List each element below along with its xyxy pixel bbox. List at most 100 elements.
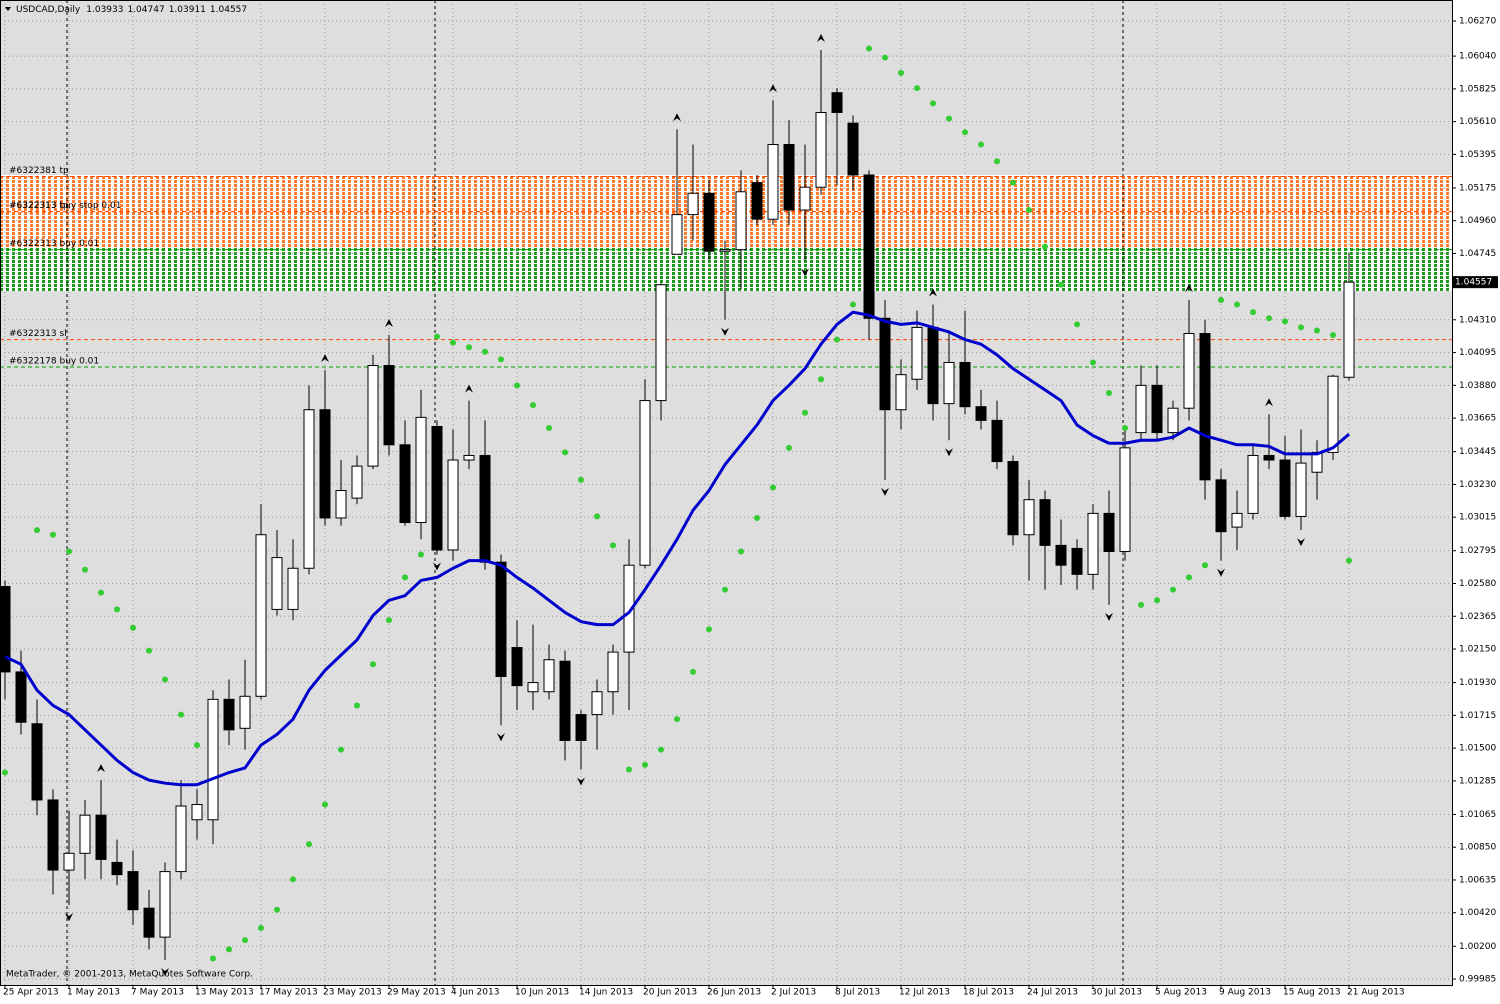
candle-body [1183,333,1195,409]
y-tick-label: 1.04310 [1459,315,1496,325]
candle-body [527,682,539,693]
candle-body [143,907,155,938]
candle-body [1087,512,1099,575]
sar-dot [130,624,136,631]
candle-body [927,326,939,405]
fractal-down [497,733,505,742]
fractal-up [769,84,777,93]
y-tick-label: 1.05175 [1459,183,1496,193]
plot-frame [0,0,1453,986]
sar-dot [770,484,776,491]
sar-dot [306,841,312,848]
candle-body [79,814,91,854]
candle-body [607,651,619,693]
x-tick-label: 9 Aug 2013 [1219,988,1271,998]
candle-body [463,454,475,461]
candle-body [879,317,891,411]
candle-body [1167,407,1179,434]
candle-body [863,174,875,319]
candle-body [1071,547,1083,575]
candle-body [351,465,363,499]
candle-body [1055,544,1067,566]
candle-body [383,365,395,446]
candle-body [223,698,235,731]
candle-body [1007,461,1019,536]
candle-body [735,191,747,251]
sar-dot [162,676,168,683]
sar-dot [674,716,680,723]
x-tick-label: 30 Jul 2013 [1091,988,1142,998]
candle-body [431,425,443,551]
sar-dot [450,339,456,346]
y-tick-label: 1.03880 [1459,381,1496,391]
candle-body [639,400,651,566]
candle-body [319,409,331,519]
candle-body [815,111,827,188]
candle-body [271,557,283,610]
fractal-down [1105,612,1113,621]
sar-dot [386,617,392,624]
y-tick-label: 1.03230 [1459,480,1496,490]
sar-dot [210,955,216,962]
chart-title: USDCAD,Daily [16,5,81,15]
y-tick-label: 1.00635 [1459,875,1496,885]
x-tick-label: 17 May 2013 [259,988,318,998]
sar-dot [466,344,472,351]
candle-body [367,365,379,467]
sar-dot [962,129,968,136]
sar-dot [1090,359,1096,366]
candle-body [847,122,859,176]
sar-dot [1074,321,1080,328]
candle-body [63,852,75,871]
sar-dot [722,586,728,593]
order-label: #6322381 tp [9,166,69,176]
candle-body [191,804,203,821]
sar-dot [1250,309,1256,316]
sar-dot [434,333,440,340]
candle-body [1039,499,1051,546]
fractal-down [945,448,953,457]
fractal-up [321,354,329,363]
header-value: 1.04747 [127,5,164,15]
candle-body [1215,479,1227,533]
sar-dot [418,551,424,558]
order-label: #6322313 sl [9,329,67,339]
sar-dot [994,158,1000,165]
sar-dot [882,54,888,61]
y-tick-label: 1.05825 [1459,84,1496,94]
candle-body [1279,459,1291,517]
candle-body [831,92,843,113]
sar-dot [1106,389,1112,396]
sar-dot [898,69,904,76]
order-label: #6322178 buy 0.01 [9,357,99,367]
header-value: 1.03911 [169,5,206,15]
candle-body [559,660,571,742]
sar-dot [930,100,936,107]
sar-dot [482,348,488,355]
candle-body [1103,512,1115,552]
fractal-down [801,268,809,277]
x-tick-label: 21 Aug 2013 [1347,988,1405,998]
candle-body [895,374,907,411]
sar-dot [274,906,280,913]
candle-body [447,459,459,551]
candle-body [95,814,107,860]
candle-body [719,249,731,252]
fractal-up [1265,398,1273,407]
sar-dot [370,661,376,668]
sar-dot [498,356,504,363]
sar-dot [578,476,584,483]
candle-body [127,871,139,911]
sar-dot [1042,243,1048,250]
sar-dot [946,115,952,122]
sar-dot [338,746,344,753]
fractal-down [433,562,441,571]
y-tick-label: 1.06270 [1459,17,1496,27]
sar-dot [1170,586,1176,593]
y-tick-label: 1.03665 [1459,414,1496,424]
candle-body [591,691,603,716]
x-tick-label: 14 Jun 2013 [579,988,633,998]
sar-dot [50,531,56,538]
sar-dot [258,924,264,931]
candle-body [1295,462,1307,517]
